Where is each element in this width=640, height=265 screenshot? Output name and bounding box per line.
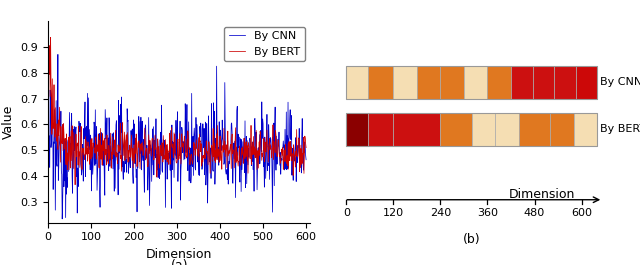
By CNN — [239, 161, 247, 165]
Bar — [573, 113, 597, 146]
Y-axis label: Value: Value — [2, 105, 15, 139]
By BERT — [111, 154, 119, 157]
By CNN — [54, 53, 61, 56]
Text: By CNN: By CNN — [600, 77, 640, 87]
Bar — [394, 66, 417, 99]
By BERT — [91, 147, 99, 150]
By CNN — [197, 128, 205, 131]
Legend: By CNN, By BERT: By CNN, By BERT — [224, 27, 305, 61]
X-axis label: Dimension: Dimension — [146, 248, 212, 261]
By CNN — [218, 141, 225, 144]
By CNN — [91, 164, 99, 167]
Bar — [346, 113, 597, 146]
Bar — [464, 66, 488, 99]
Bar — [511, 66, 532, 99]
By CNN — [302, 158, 310, 161]
Text: 0: 0 — [343, 208, 350, 218]
By BERT — [217, 139, 225, 142]
Bar — [346, 113, 368, 146]
Bar — [576, 66, 597, 99]
Line: By BERT: By BERT — [49, 24, 306, 185]
Bar — [472, 113, 495, 146]
Bar — [346, 66, 597, 99]
Text: 600: 600 — [571, 208, 592, 218]
Bar — [488, 66, 511, 99]
Text: By BERT: By BERT — [600, 124, 640, 134]
Line: By CNN: By CNN — [49, 54, 306, 219]
By BERT — [302, 146, 310, 149]
Text: Dimension: Dimension — [509, 188, 575, 201]
Text: (a): (a) — [170, 259, 188, 265]
Bar — [519, 113, 550, 146]
Bar — [440, 113, 472, 146]
By BERT — [239, 151, 246, 154]
By CNN — [112, 158, 120, 161]
Text: 120: 120 — [383, 208, 404, 218]
Bar — [554, 66, 576, 99]
By BERT — [45, 23, 52, 26]
Bar — [550, 113, 573, 146]
Bar — [346, 66, 368, 99]
Text: 360: 360 — [477, 208, 498, 218]
Bar — [495, 113, 519, 146]
Bar — [417, 66, 440, 99]
Text: (b): (b) — [463, 233, 481, 246]
Text: 480: 480 — [524, 208, 545, 218]
By BERT — [197, 150, 205, 153]
By CNN — [162, 145, 170, 148]
Bar — [394, 113, 440, 146]
Bar — [368, 66, 394, 99]
Bar — [440, 66, 464, 99]
By BERT — [161, 138, 169, 141]
By CNN — [58, 217, 66, 220]
Bar — [368, 113, 394, 146]
Bar — [532, 66, 554, 99]
By CNN — [45, 155, 52, 158]
By BERT — [71, 183, 79, 186]
Text: 240: 240 — [430, 208, 451, 218]
